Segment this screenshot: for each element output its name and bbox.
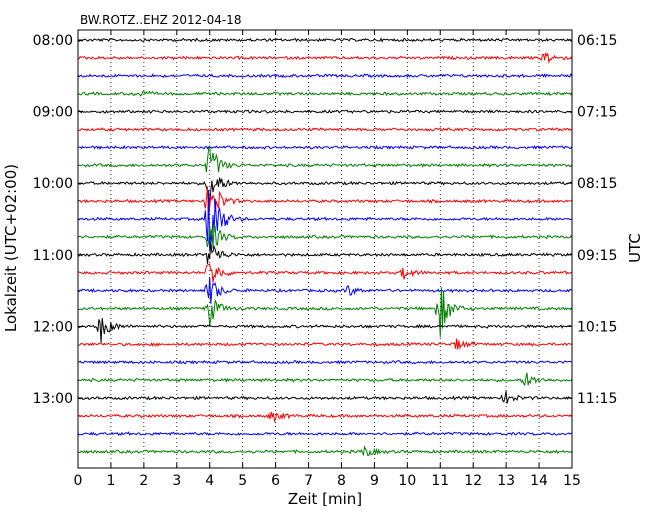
x-tick-label: 14 — [530, 473, 548, 489]
x-tick-label: 12 — [464, 473, 482, 489]
trace-line — [77, 276, 573, 304]
left-tick-label: 09:00 — [33, 105, 73, 121]
left-axis-ticks: 08:00 09:00 10:00 11:00 12:00 13:00 — [33, 33, 83, 407]
x-tick-label: 10 — [398, 473, 416, 489]
right-axis-ticks: 06:15 07:15 08:15 09:15 10:15 11:15 — [567, 33, 617, 407]
x-axis-label: Zeit [min] — [288, 490, 362, 508]
left-axis-label: Lokalzeit (UTC+02:00) — [2, 164, 20, 332]
traces-group — [77, 37, 573, 457]
grid-lines — [110, 30, 540, 468]
trace-line — [77, 109, 573, 114]
trace-line — [77, 37, 573, 43]
x-axis-ticks: 0 1 2 3 4 5 6 7 8 9 10 11 12 13 14 15 — [74, 30, 581, 489]
left-tick-label: 11:00 — [33, 248, 73, 264]
trace-line — [77, 359, 573, 365]
x-tick-label: 5 — [238, 473, 247, 489]
x-tick-label: 1 — [106, 473, 115, 489]
left-tick-label: 10:00 — [33, 176, 73, 192]
right-tick-label: 11:15 — [577, 391, 617, 407]
trace-line — [77, 445, 573, 457]
trace-line — [77, 90, 573, 97]
left-tick-label: 08:00 — [33, 33, 73, 49]
chart-title: BW.ROTZ..EHZ 2012-04-18 — [80, 13, 241, 27]
trace-line — [77, 431, 572, 437]
trace-line — [77, 52, 573, 64]
trace-line — [77, 241, 573, 264]
x-tick-label: 0 — [74, 473, 83, 489]
right-tick-label: 06:15 — [577, 33, 617, 49]
trace-line — [77, 73, 573, 79]
trace-line — [77, 190, 573, 252]
x-tick-label: 6 — [271, 473, 280, 489]
trace-line — [77, 317, 573, 343]
x-tick-label: 15 — [563, 473, 581, 489]
x-tick-label: 8 — [337, 473, 346, 489]
x-tick-label: 13 — [497, 473, 515, 489]
trace-line — [77, 127, 573, 132]
trace-line — [77, 145, 573, 173]
right-tick-label: 08:15 — [577, 176, 617, 192]
trace-line — [77, 338, 573, 350]
trace-line — [77, 186, 573, 221]
trace-line — [77, 263, 573, 283]
x-tick-label: 11 — [431, 473, 449, 489]
right-tick-label: 07:15 — [577, 105, 617, 121]
trace-line — [77, 391, 573, 404]
x-tick-label: 4 — [205, 473, 214, 489]
left-tick-label: 12:00 — [33, 319, 73, 335]
left-tick-label: 13:00 — [33, 391, 73, 407]
trace-line — [77, 144, 573, 150]
trace-line — [77, 372, 573, 387]
x-tick-label: 9 — [370, 473, 379, 489]
right-tick-label: 10:15 — [577, 319, 617, 335]
x-tick-label: 3 — [172, 473, 181, 489]
trace-line — [77, 223, 573, 249]
right-tick-label: 09:15 — [577, 248, 617, 264]
plot-frame — [77, 29, 573, 469]
x-tick-label: 2 — [139, 473, 148, 489]
trace-line — [77, 177, 573, 207]
x-tick-label: 7 — [304, 473, 313, 489]
trace-line — [77, 287, 573, 338]
right-axis-label: UTC — [626, 233, 644, 263]
trace-line — [77, 411, 573, 423]
